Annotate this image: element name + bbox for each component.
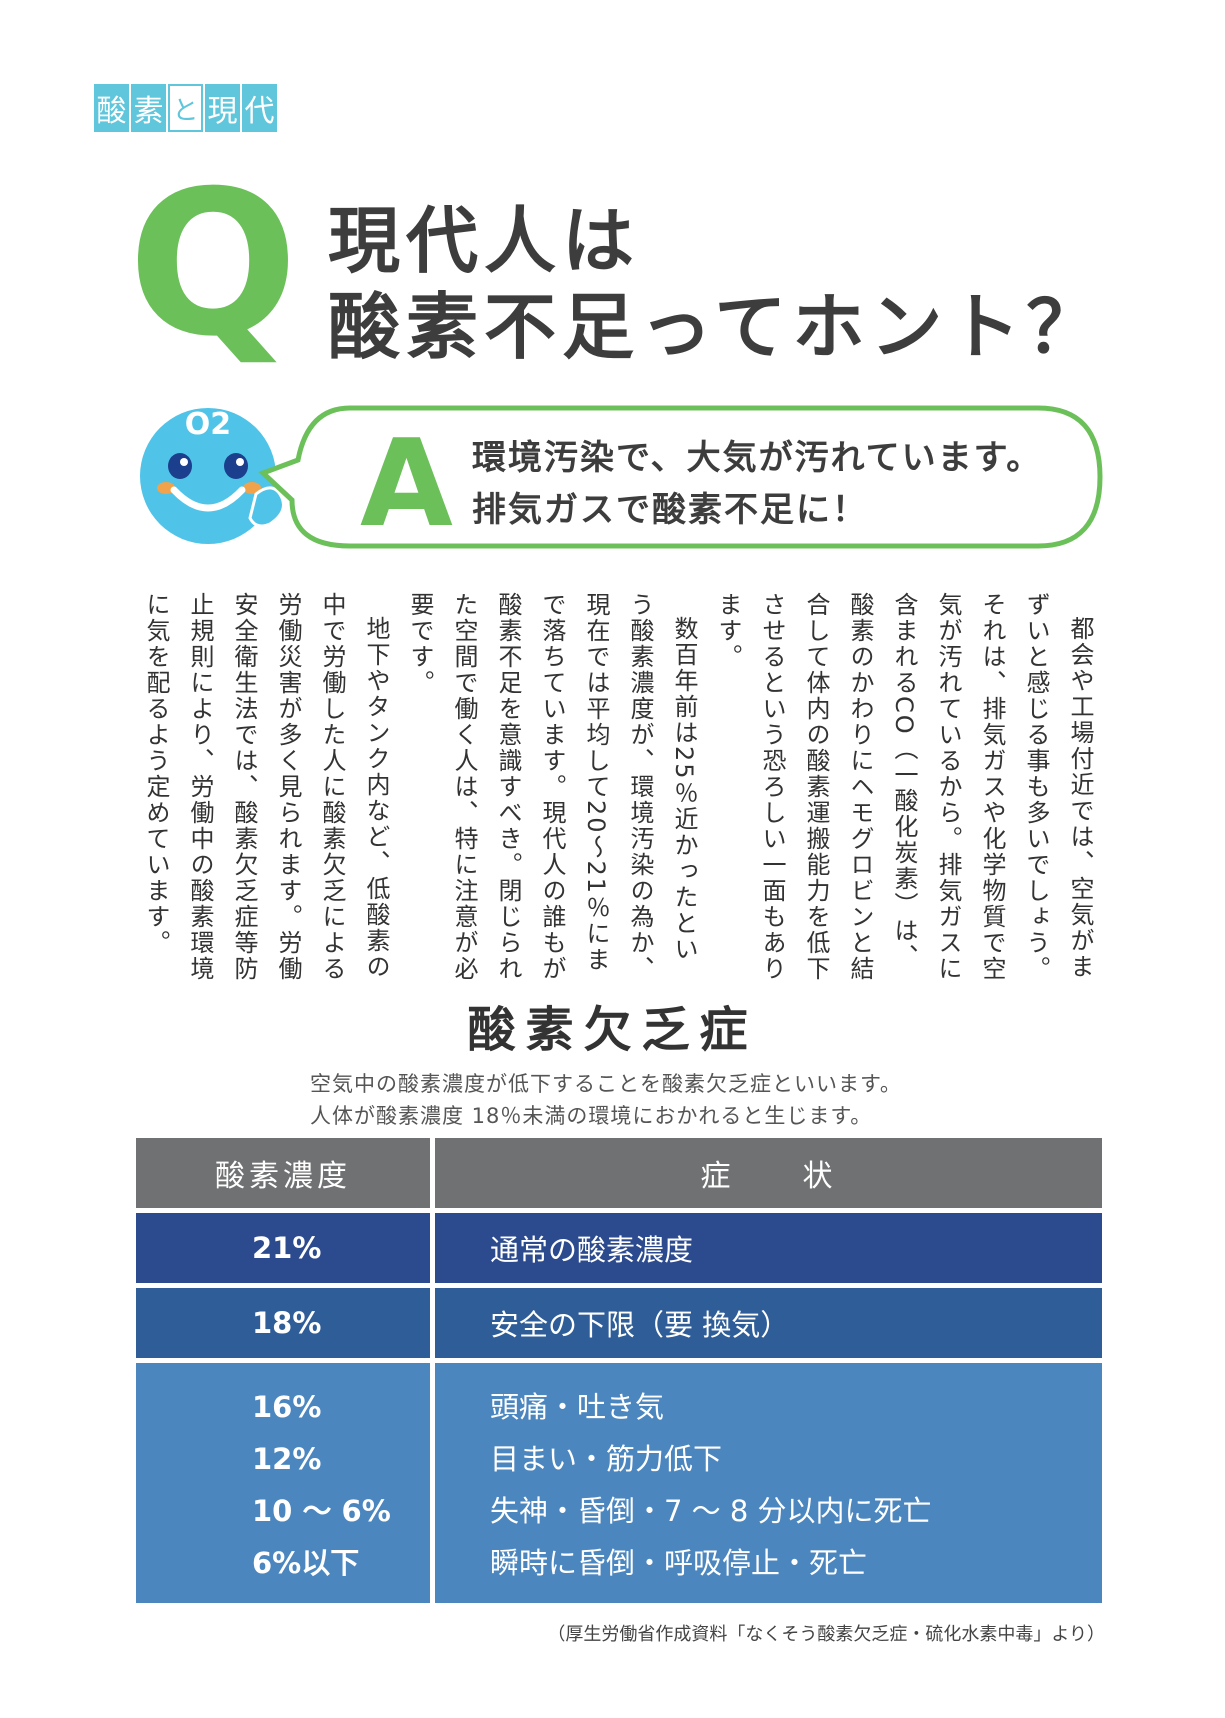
question-line-1: 現代人は — [328, 199, 641, 283]
section-intro: 空気中の酸素濃度が低下することを酸素欠乏症といいます。 人体が酸素濃度 18％未… — [310, 1068, 1010, 1132]
concentration-value: 10 ～ 6% — [252, 1494, 391, 1528]
concentration-value: 21% — [252, 1231, 322, 1265]
tag-char: 現 — [205, 84, 240, 132]
question-title: 現代人は 酸素不足ってホント？ — [328, 198, 1168, 370]
table-row-group: 16% 12% 10 ～ 6% 6%以下 頭痛・吐き気 目まい・筋力低下 失神・… — [136, 1363, 1102, 1603]
mascot-label: O2 — [185, 407, 231, 442]
concentration-value: 18% — [252, 1306, 322, 1340]
source-note: （厚生労働省作成資料「なくそう酸素欠乏症・硫化水素中毒」より） — [547, 1624, 1105, 1645]
intro-line-1: 空気中の酸素濃度が低下することを酸素欠乏症といいます。 — [310, 1072, 902, 1096]
symptom-text: 頭痛・吐き気 — [490, 1390, 665, 1424]
oxygen-mascot-icon: O2 — [140, 407, 285, 544]
table-row: 18% 安全の下限（要 換気） — [136, 1288, 1102, 1358]
body-paragraph: 都会や工場付近では、空気がまずいと感じる事も多いでしょう。それは、排気ガスや化学… — [714, 592, 1094, 982]
symptom-text: 瞬時に昏倒・呼吸停止・死亡 — [490, 1546, 868, 1580]
section-title: 酸素欠乏症 — [467, 1002, 758, 1058]
header-oxygen-concentration: 酸素濃度 — [136, 1138, 435, 1208]
concentration-value: 12% — [252, 1442, 322, 1476]
oxygen-table: 酸素濃度 症 状 21% 通常の酸素濃度 18% 安全の下限（要 換気） 16%… — [136, 1138, 1102, 1603]
body-paragraph: 地下やタンク内など、低酸素の中で労働した人に酸素欠乏による労働災害が多く見られま… — [142, 592, 390, 982]
body-text: 都会や工場付近では、空気がまずいと感じる事も多いでしょう。それは、排気ガスや化学… — [140, 592, 1102, 982]
answer-bubble — [258, 405, 1103, 549]
table-header-row: 酸素濃度 症 状 — [136, 1138, 1102, 1208]
intro-line-2: 人体が酸素濃度 18％未満の環境におかれると生じます。 — [310, 1104, 873, 1128]
symptom-text: 安全の下限（要 換気） — [490, 1308, 790, 1342]
header-symptoms: 症 状 — [435, 1138, 1102, 1208]
symptom-text: 通常の酸素濃度 — [490, 1233, 694, 1267]
question-line-2: 酸素不足ってホント？ — [328, 285, 1105, 369]
symptom-text: 目まい・筋力低下 — [490, 1442, 723, 1476]
answer-letter: A — [360, 415, 453, 554]
table-row: 21% 通常の酸素濃度 — [136, 1213, 1102, 1283]
concentration-value: 6%以下 — [252, 1546, 360, 1580]
tag-char: 酸 — [94, 84, 129, 132]
tag-char: と — [168, 84, 203, 132]
symptom-text: 失神・昏倒・7 ～ 8 分以内に死亡 — [490, 1494, 932, 1528]
tag-char: 素 — [131, 84, 166, 132]
body-paragraph: 数百年前は25％近かったという酸素濃度が、環境汚染の為か、現在では平均して20～… — [406, 592, 698, 982]
section-tag: 酸 素 と 現 代 — [94, 84, 277, 132]
answer-line-1: 環境汚染で、大気が汚れています。 — [472, 438, 1043, 478]
answer-text: 環境汚染で、大気が汚れています。 排気ガスで酸素不足に！ — [472, 432, 1092, 536]
question-letter: Q — [128, 148, 299, 381]
tag-char: 代 — [242, 84, 277, 132]
concentration-value: 16% — [252, 1390, 322, 1424]
answer-line-2: 排気ガスで酸素不足に！ — [472, 490, 868, 530]
